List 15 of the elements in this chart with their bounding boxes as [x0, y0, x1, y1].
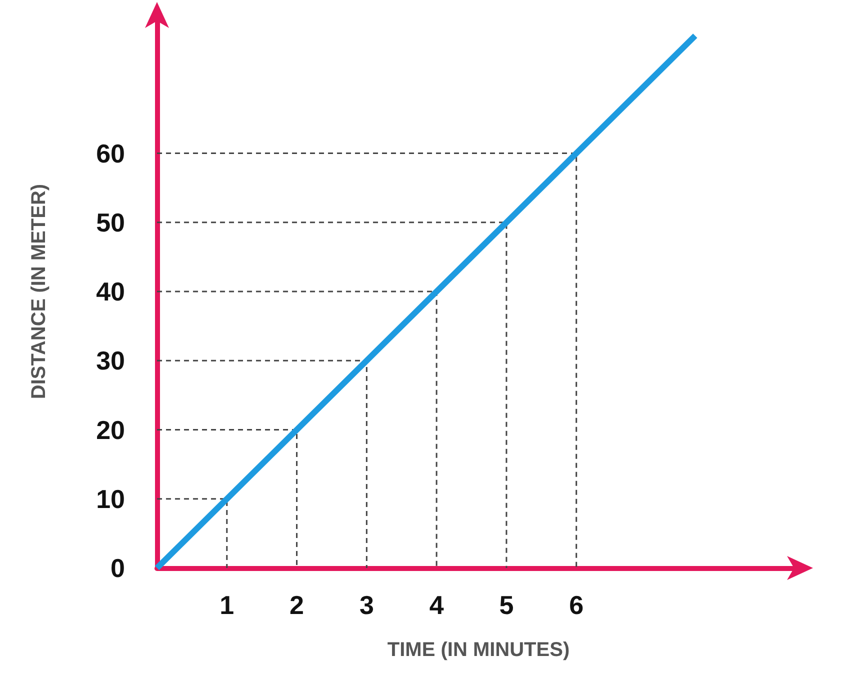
y-axis-title: DISTANCE (IN METER)	[28, 184, 50, 400]
x-axis-title: TIME (IN MINUTES)	[387, 639, 570, 661]
x-tick-label: 4	[429, 590, 444, 620]
y-tick-label: 10	[96, 484, 125, 514]
y-tick-label: 60	[96, 138, 125, 168]
y-tick-label: 30	[96, 346, 125, 376]
y-tick-label: 40	[96, 276, 125, 306]
y-tick-label: 0	[110, 553, 125, 583]
x-tick-label: 3	[359, 590, 374, 620]
x-tick-label: 5	[499, 590, 514, 620]
x-tick-label: 2	[290, 590, 304, 620]
x-tick-label: 6	[569, 590, 584, 620]
y-tick-label: 50	[96, 207, 125, 238]
y-tick-label: 20	[96, 414, 125, 445]
x-tick-label: 1	[220, 590, 234, 620]
